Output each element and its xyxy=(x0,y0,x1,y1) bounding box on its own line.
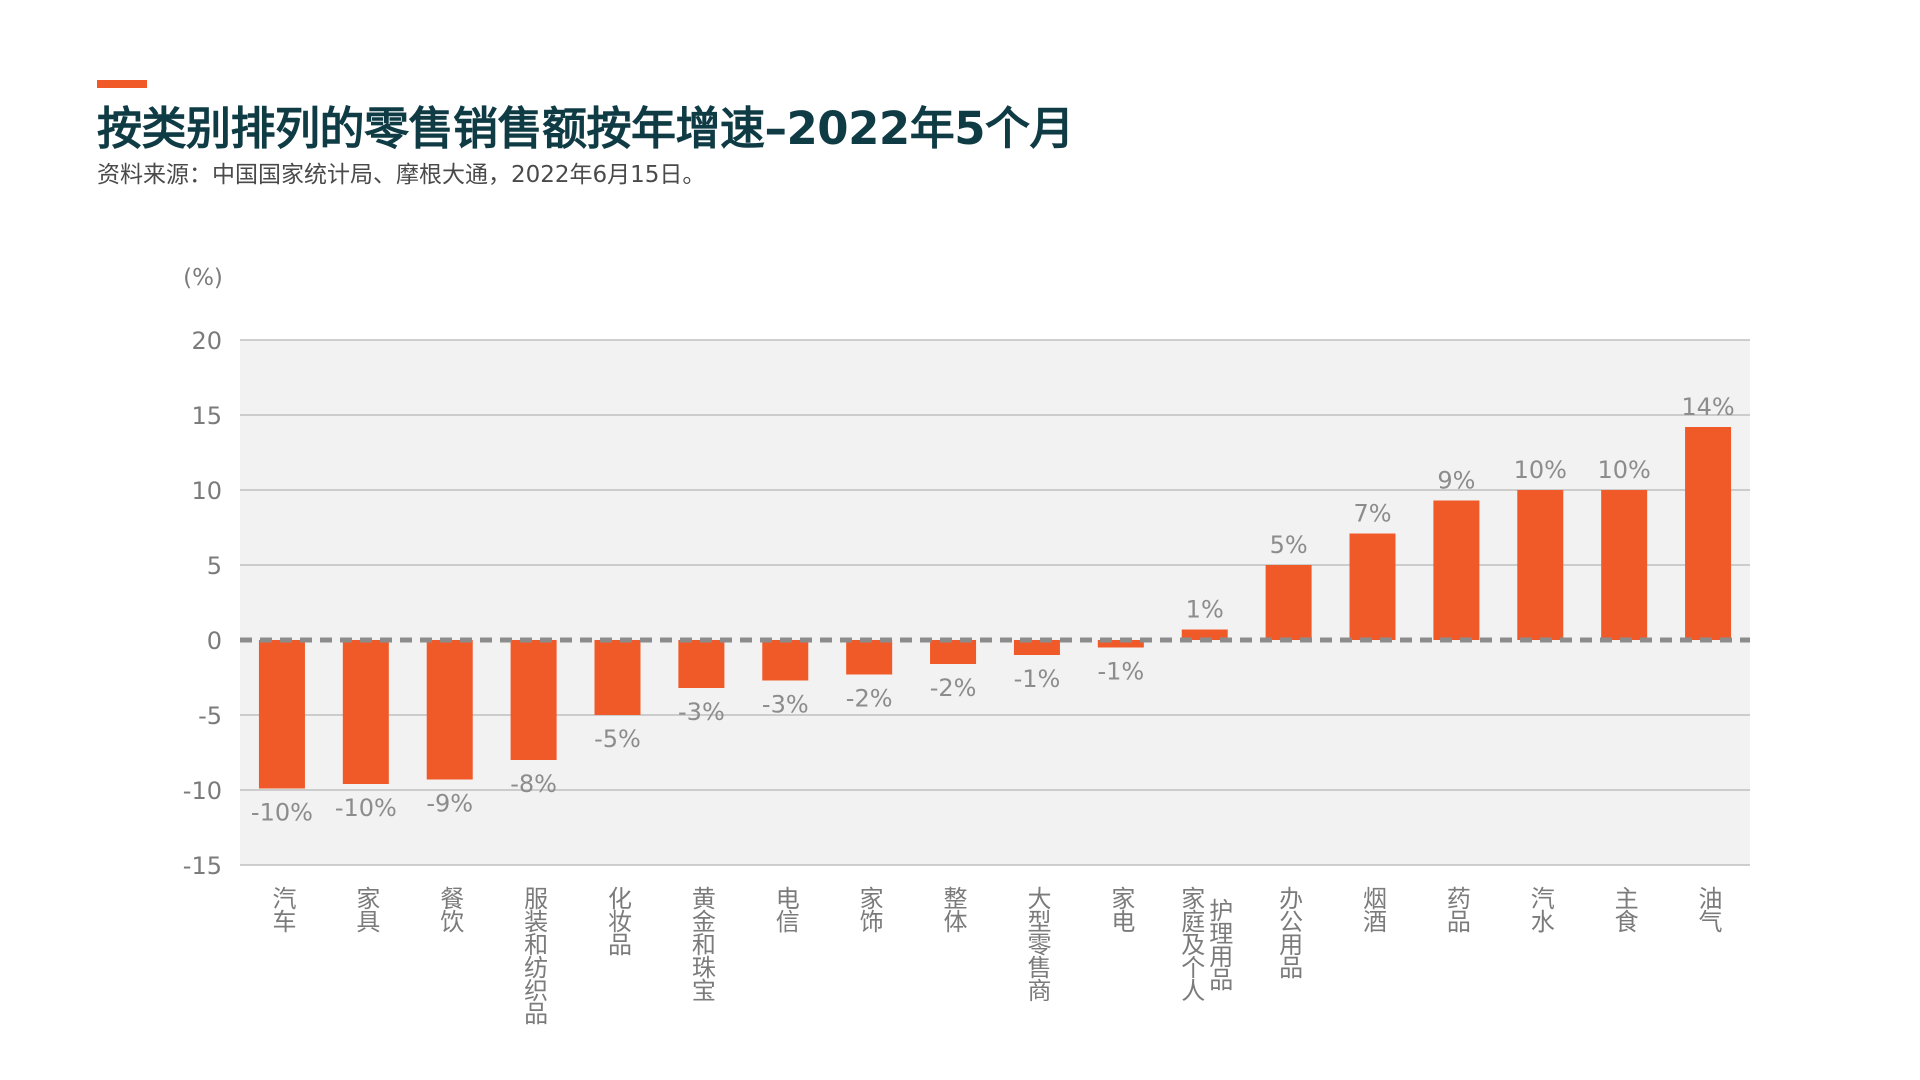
x-tick-label: 化妆品 xyxy=(604,886,632,955)
x-tick-label-column: 护理用品 xyxy=(1204,897,1233,990)
plot-area xyxy=(240,340,1750,865)
x-tick-label-column: 服装和纺织品 xyxy=(519,886,548,1024)
x-tick-label-column: 药品 xyxy=(1442,886,1471,932)
data-label: 9% xyxy=(1437,467,1475,495)
bar xyxy=(678,640,725,688)
x-tick-label: 主食 xyxy=(1610,886,1638,932)
y-tick-label: -15 xyxy=(183,852,222,880)
x-tick-label: 整体 xyxy=(939,886,967,932)
x-tick-label: 办公用品 xyxy=(1275,886,1303,978)
bar xyxy=(930,640,977,664)
bar xyxy=(1517,490,1564,640)
data-label: -1% xyxy=(1014,665,1061,693)
bar xyxy=(1097,640,1144,648)
bar xyxy=(510,640,557,760)
bar xyxy=(426,640,473,780)
x-tick-label: 大型零售商 xyxy=(1023,886,1051,1001)
x-tick-label: 家庭及个人 护理用品 xyxy=(1177,886,1233,1001)
x-tick-label: 餐饮 xyxy=(436,886,464,932)
x-tick-label-column: 汽车 xyxy=(267,886,296,932)
bar xyxy=(846,640,893,675)
data-label: 1% xyxy=(1186,596,1224,624)
data-label: 14% xyxy=(1681,393,1734,421)
bar xyxy=(1013,640,1060,655)
x-tick-label: 家具 xyxy=(352,886,380,932)
x-tick-label: 烟酒 xyxy=(1359,886,1387,932)
y-tick-label: 5 xyxy=(207,552,222,580)
x-tick-label-column: 汽水 xyxy=(1526,886,1555,932)
x-tick-label-column: 大型零售商 xyxy=(1022,886,1051,1001)
bar xyxy=(1265,565,1312,640)
data-label: 5% xyxy=(1270,531,1308,559)
data-label: 10% xyxy=(1597,456,1650,484)
y-tick-label: 10 xyxy=(191,477,222,505)
bar xyxy=(258,640,305,789)
data-label: -2% xyxy=(930,674,977,702)
data-label: 10% xyxy=(1514,456,1567,484)
x-tick-label-column: 家电 xyxy=(1106,886,1135,932)
bar xyxy=(342,640,389,784)
x-tick-label-column: 烟酒 xyxy=(1358,886,1387,932)
x-tick-label: 油气 xyxy=(1694,886,1722,932)
x-tick-label: 汽水 xyxy=(1526,886,1554,932)
x-tick-label-column: 家具 xyxy=(351,886,380,932)
data-label: -8% xyxy=(510,770,557,798)
x-tick-label-column: 油气 xyxy=(1694,886,1723,932)
x-tick-label-column: 整体 xyxy=(939,886,968,932)
bar xyxy=(594,640,641,715)
x-tick-label: 汽车 xyxy=(268,886,296,932)
data-label: -3% xyxy=(678,698,725,726)
bar xyxy=(1685,427,1732,640)
y-tick-label: -10 xyxy=(183,777,222,805)
x-tick-label-column: 主食 xyxy=(1610,886,1639,932)
x-tick-label-column: 家庭及个人 xyxy=(1176,886,1205,1001)
x-tick-label-column: 家饰 xyxy=(855,886,884,932)
data-label: -5% xyxy=(594,725,641,753)
bar xyxy=(1433,500,1480,640)
x-tick-label-column: 电信 xyxy=(771,886,800,932)
data-label: -9% xyxy=(426,790,473,818)
data-label: -2% xyxy=(846,685,893,713)
x-tick-label: 家电 xyxy=(1107,886,1135,932)
bar xyxy=(1181,629,1228,640)
data-label: -3% xyxy=(762,691,809,719)
x-tick-label-column: 办公用品 xyxy=(1274,886,1303,978)
x-tick-label: 药品 xyxy=(1442,886,1470,932)
source-note: 资料来源：中国国家统计局、摩根大通，2022年6月15日。 xyxy=(97,162,706,188)
bar xyxy=(1601,490,1648,640)
data-label: 7% xyxy=(1353,500,1391,528)
y-tick-label: 0 xyxy=(207,627,222,655)
data-label: -10% xyxy=(335,794,397,822)
y-tick-label: 20 xyxy=(191,327,222,355)
x-tick-label: 服装和纺织品 xyxy=(520,886,548,1024)
x-tick-label: 黄金和珠宝 xyxy=(687,886,715,1001)
x-tick-label: 电信 xyxy=(771,886,799,932)
x-tick-label-column: 化妆品 xyxy=(603,886,632,955)
data-label: -10% xyxy=(251,799,313,827)
bar xyxy=(762,640,809,681)
accent-bar xyxy=(97,80,147,88)
page-title: 按类别排列的零售销售额按年增速–2022年5个月 xyxy=(97,102,1075,155)
x-tick-label: 家饰 xyxy=(855,886,883,932)
bar xyxy=(1349,533,1396,640)
y-tick-label: 15 xyxy=(191,402,222,430)
data-label: -1% xyxy=(1097,658,1144,686)
x-tick-label-column: 餐饮 xyxy=(435,886,464,932)
y-tick-label: -5 xyxy=(198,702,222,730)
y-axis-unit-label: (%) xyxy=(183,265,223,291)
x-tick-label-column: 黄金和珠宝 xyxy=(687,886,716,1001)
